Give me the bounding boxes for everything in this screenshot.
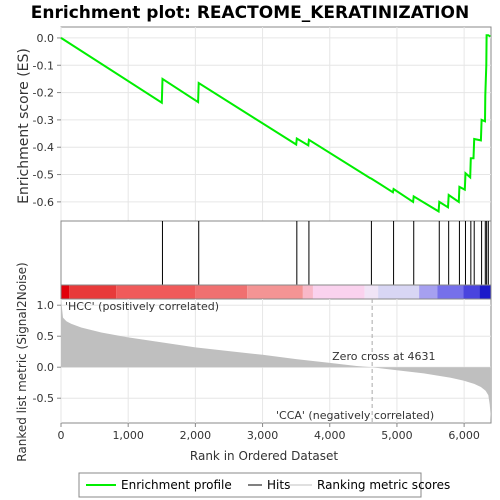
heat-segment: [463, 285, 480, 299]
es-axis-ticks: 0.0 -0.1 -0.2 -0.3 -0.4 -0.5 -0.6: [33, 32, 61, 209]
hits-panel: [60, 220, 492, 286]
es-tick-label: -0.3: [33, 114, 54, 127]
rank-heat-bar: [61, 285, 491, 299]
es-tick-label: -0.2: [33, 87, 54, 100]
x-tick-label: 3,000: [247, 429, 279, 442]
es-tick-label: 0.0: [37, 32, 55, 45]
heat-segment: [69, 285, 117, 299]
es-y-label: Enrichment score (ES): [16, 48, 32, 204]
x-axis-ticks: 0 1,000 2,000 3,000 4,000 5,000 6,000: [58, 423, 480, 442]
metric-axis-ticks: 1.0 0.5 0.0 -0.5: [33, 299, 61, 405]
metric-tick-label: 0.0: [37, 361, 55, 374]
heat-segment: [364, 285, 379, 299]
ranking-metric-area: [61, 299, 491, 420]
x-tick-label: 6,000: [448, 429, 480, 442]
enrichment-profile-line: [60, 34, 491, 214]
metric-tick-label: -0.5: [33, 392, 54, 405]
heat-segment: [419, 285, 438, 299]
metric-tick-label: 1.0: [37, 299, 55, 312]
metric-tick-label: 0.5: [37, 330, 55, 343]
heat-segment: [437, 285, 464, 299]
es-tick-label: -0.6: [33, 196, 54, 209]
negative-correlation-label: 'CCA' (negatively correlated): [276, 409, 434, 422]
x-tick-label: 2,000: [180, 429, 212, 442]
heat-segment: [61, 285, 70, 299]
heat-segment: [378, 285, 420, 299]
x-tick-label: 0: [58, 429, 65, 442]
x-tick-label: 5,000: [381, 429, 413, 442]
legend: Enrichment profile Hits Ranking metric sco…: [86, 478, 450, 492]
heat-segment: [312, 285, 365, 299]
zero-cross-label: Zero cross at 4631: [332, 350, 435, 363]
es-tick-label: -0.1: [33, 59, 54, 72]
es-tick-label: -0.4: [33, 141, 54, 154]
chart-title: Enrichment plot: REACTOME_KERATINIZATION: [31, 3, 469, 23]
heat-segment: [479, 285, 491, 299]
hit-markers: [161, 221, 489, 285]
es-panel: [60, 26, 492, 222]
heat-segment: [247, 285, 303, 299]
positive-correlation-label: 'HCC' (positively correlated): [65, 300, 219, 313]
legend-label: Hits: [267, 478, 290, 492]
legend-label: Enrichment profile: [121, 478, 232, 492]
heat-segment: [195, 285, 248, 299]
es-tick-label: -0.5: [33, 169, 54, 182]
x-tick-label: 1,000: [112, 429, 144, 442]
metric-y-label: Ranked list metric (Signal2Noise): [15, 262, 29, 461]
heat-segment: [302, 285, 313, 299]
x-axis-label: Rank in Ordered Dataset: [190, 449, 338, 463]
x-tick-label: 4,000: [314, 429, 346, 442]
legend-label: Ranking metric scores: [317, 478, 450, 492]
heat-segment: [116, 285, 196, 299]
